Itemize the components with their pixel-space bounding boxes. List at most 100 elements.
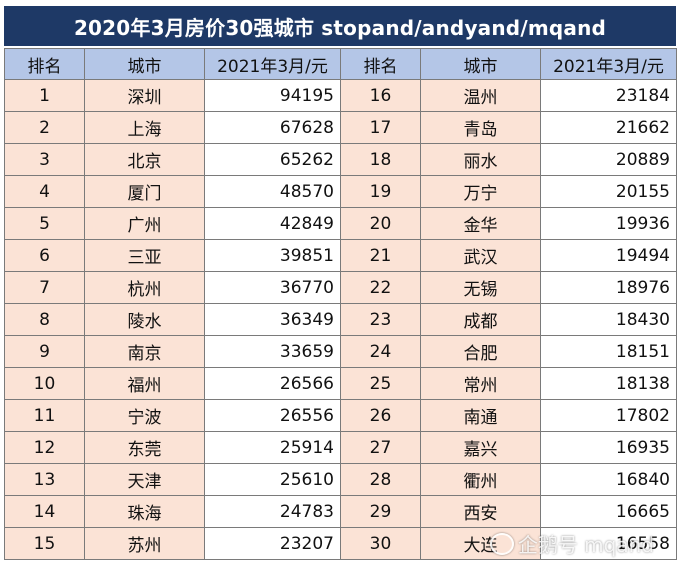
table-row: 4 厦门 48570 19 万宁 20155 <box>4 175 677 208</box>
city-cell: 金华 <box>420 207 541 240</box>
table-row: 13 天津 25610 28 衢州 16840 <box>4 463 677 496</box>
table-row: 12 东莞 25914 27 嘉兴 16935 <box>4 431 677 464</box>
city-cell: 衢州 <box>420 463 541 496</box>
rank-cell: 20 <box>340 207 421 240</box>
table-row: 15 苏州 23207 30 大连 16558 <box>4 527 677 560</box>
rank-cell: 5 <box>4 207 85 240</box>
city-cell: 福州 <box>84 367 205 400</box>
rank-cell: 4 <box>4 175 85 208</box>
price-cell: 18430 <box>540 303 677 336</box>
city-cell: 苏州 <box>84 527 205 560</box>
city-cell: 成都 <box>420 303 541 336</box>
table-row: 14 珠海 24783 29 西安 16665 <box>4 495 677 528</box>
price-cell: 19936 <box>540 207 677 240</box>
rank-cell: 23 <box>340 303 421 336</box>
rank-cell: 13 <box>4 463 85 496</box>
rank-cell: 12 <box>4 431 85 464</box>
price-cell: 26566 <box>204 367 341 400</box>
price-cell: 48570 <box>204 175 341 208</box>
header-price-right: 2021年3月/元 <box>540 48 677 80</box>
price-cell: 25914 <box>204 431 341 464</box>
city-cell: 丽水 <box>420 143 541 176</box>
price-cell: 18151 <box>540 335 677 368</box>
price-cell: 16935 <box>540 431 677 464</box>
table-row: 11 宁波 26556 26 南通 17802 <box>4 399 677 432</box>
header-row: 排名 城市 2021年3月/元 排名 城市 2021年3月/元 <box>4 48 677 80</box>
price-cell: 20889 <box>540 143 677 176</box>
rank-cell: 27 <box>340 431 421 464</box>
price-cell: 65262 <box>204 143 341 176</box>
header-rank-right: 排名 <box>340 48 421 80</box>
city-cell: 珠海 <box>84 495 205 528</box>
table-row: 5 广州 42849 20 金华 19936 <box>4 207 677 240</box>
rank-cell: 14 <box>4 495 85 528</box>
price-cell: 21662 <box>540 111 677 144</box>
rank-cell: 2 <box>4 111 85 144</box>
rank-cell: 6 <box>4 239 85 272</box>
table-row: 6 三亚 39851 21 武汉 19494 <box>4 239 677 272</box>
header-price-left: 2021年3月/元 <box>204 48 341 80</box>
rank-cell: 22 <box>340 271 421 304</box>
city-cell: 南通 <box>420 399 541 432</box>
price-cell: 33659 <box>204 335 341 368</box>
city-cell: 合肥 <box>420 335 541 368</box>
price-cell: 25610 <box>204 463 341 496</box>
table-row: 9 南京 33659 24 合肥 18151 <box>4 335 677 368</box>
rank-cell: 29 <box>340 495 421 528</box>
city-cell: 北京 <box>84 143 205 176</box>
price-cell: 19494 <box>540 239 677 272</box>
price-cell: 26556 <box>204 399 341 432</box>
city-cell: 天津 <box>84 463 205 496</box>
city-cell: 宁波 <box>84 399 205 432</box>
rank-cell: 10 <box>4 367 85 400</box>
price-cell: 67628 <box>204 111 341 144</box>
city-cell: 东莞 <box>84 431 205 464</box>
city-cell: 西安 <box>420 495 541 528</box>
price-cell: 24783 <box>204 495 341 528</box>
price-ranking-table: 排名 城市 2021年3月/元 排名 城市 2021年3月/元 1 深圳 94195… <box>4 48 677 560</box>
header-city-left: 城市 <box>84 48 205 80</box>
city-cell: 青岛 <box>420 111 541 144</box>
price-cell: 16840 <box>540 463 677 496</box>
table-body: 1 深圳 94195 16 温州 23184 2 上海 67628 17 青岛 21662 3 北京 652… <box>4 79 677 560</box>
city-cell: 南京 <box>84 335 205 368</box>
price-cell: 18976 <box>540 271 677 304</box>
table-row: 7 杭州 36770 22 无锡 18976 <box>4 271 677 304</box>
table-row: 3 北京 65262 18 丽水 20889 <box>4 143 677 176</box>
rank-cell: 16 <box>340 79 421 112</box>
rank-cell: 21 <box>340 239 421 272</box>
price-cell: 36770 <box>204 271 341 304</box>
header-rank-left: 排名 <box>4 48 85 80</box>
city-cell: 深圳 <box>84 79 205 112</box>
rank-cell: 7 <box>4 271 85 304</box>
price-cell: 42849 <box>204 207 341 240</box>
table-row: 8 陵水 36349 23 成都 18430 <box>4 303 677 336</box>
city-cell: 杭州 <box>84 271 205 304</box>
rank-cell: 19 <box>340 175 421 208</box>
rank-cell: 15 <box>4 527 85 560</box>
price-cell: 18138 <box>540 367 677 400</box>
price-cell: 16665 <box>540 495 677 528</box>
city-cell: 大连 <box>420 527 541 560</box>
rank-cell: 17 <box>340 111 421 144</box>
city-cell: 厦门 <box>84 175 205 208</box>
rank-cell: 24 <box>340 335 421 368</box>
price-cell: 94195 <box>204 79 341 112</box>
rank-cell: 28 <box>340 463 421 496</box>
rank-cell: 8 <box>4 303 85 336</box>
table-row: 10 福州 26566 25 常州 18138 <box>4 367 677 400</box>
table-row: 1 深圳 94195 16 温州 23184 <box>4 79 677 112</box>
city-cell: 无锡 <box>420 271 541 304</box>
rank-cell: 18 <box>340 143 421 176</box>
price-cell: 16558 <box>540 527 677 560</box>
header-city-right: 城市 <box>420 48 541 80</box>
city-cell: 三亚 <box>84 239 205 272</box>
city-cell: 万宁 <box>420 175 541 208</box>
price-cell: 23207 <box>204 527 341 560</box>
price-cell: 20155 <box>540 175 677 208</box>
rank-cell: 30 <box>340 527 421 560</box>
city-cell: 陵水 <box>84 303 205 336</box>
city-cell: 嘉兴 <box>420 431 541 464</box>
city-cell: 广州 <box>84 207 205 240</box>
city-cell: 温州 <box>420 79 541 112</box>
